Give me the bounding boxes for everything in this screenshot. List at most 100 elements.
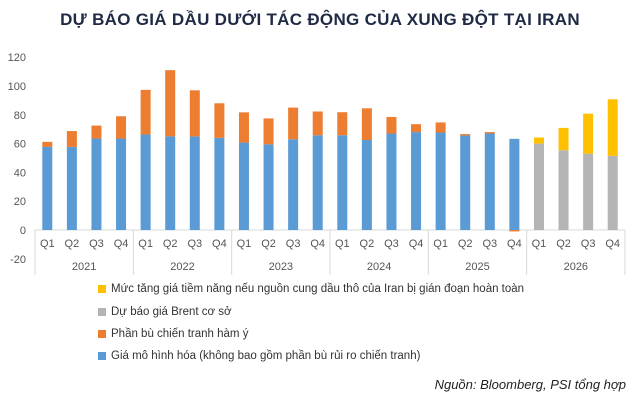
bar-segment-modeled-price — [411, 132, 422, 230]
bar-segment-war-premium — [214, 103, 225, 138]
bar-segment-war-premium — [361, 108, 372, 140]
x-tick-label: Q2 — [360, 238, 375, 250]
x-tick-label: Q3 — [89, 238, 104, 250]
bar-segment-potential-increase — [533, 137, 544, 144]
x-tick-label: Q2 — [458, 238, 473, 250]
bar-segment-war-premium — [460, 134, 471, 136]
bar-segment-modeled-price — [361, 140, 372, 230]
bar-segment-war-premium — [165, 70, 176, 137]
x-group-label: 2025 — [465, 261, 489, 273]
x-tick-label: Q1 — [433, 238, 448, 250]
legend-label: Giá mô hình hóa (không bao gồm phần bù r… — [111, 350, 421, 362]
bar-segment-modeled-price — [91, 138, 102, 230]
x-tick-label: Q1 — [335, 238, 350, 250]
bar-segment-war-premium — [484, 132, 495, 134]
x-group-label: 2026 — [564, 261, 588, 273]
bar-segment-modeled-price — [386, 133, 397, 230]
legend-item-brent-base: Dự báo giá Brent cơ sở — [98, 306, 232, 318]
bar-segment-potential-increase — [607, 99, 618, 156]
bar-segment-war-premium — [189, 90, 200, 137]
x-tick-label: Q1 — [532, 238, 547, 250]
bar-segment-modeled-price — [238, 142, 249, 230]
x-group-label: 2022 — [170, 261, 194, 273]
x-tick-label: Q4 — [605, 238, 620, 250]
bar-segment-modeled-price — [288, 139, 299, 230]
x-tick-label: Q2 — [65, 238, 80, 250]
legend-swatch — [98, 285, 106, 293]
bar-segment-war-premium — [435, 122, 446, 133]
source-note: Nguồn: Bloomberg, PSI tổng hợp — [434, 377, 626, 392]
y-tick-label: 100 — [8, 81, 26, 93]
bar-segment-modeled-price — [435, 132, 446, 230]
x-tick-label: Q2 — [261, 238, 276, 250]
bar-segment-modeled-price — [66, 146, 77, 230]
bar-segment-war-premium — [66, 131, 77, 147]
legend-swatch — [98, 352, 106, 360]
legend-label: Mức tăng giá tiềm năng nếu nguồn cung dầ… — [111, 283, 525, 295]
bar-segment-war-premium — [42, 141, 53, 147]
x-tick-label: Q1 — [138, 238, 153, 250]
bar-segment-modeled-price — [165, 136, 176, 230]
bar-segment-war-premium — [263, 118, 274, 145]
x-tick-label: Q4 — [114, 238, 129, 250]
bar-segment-modeled-price — [484, 133, 495, 230]
x-tick-label: Q4 — [409, 238, 424, 250]
bar-segment-war-premium — [288, 107, 299, 140]
x-tick-label: Q3 — [482, 238, 497, 250]
x-tick-label: Q1 — [237, 238, 252, 250]
bar-segment-war-premium — [116, 116, 127, 139]
legend-label: Phần bù chiến tranh hàm ý — [111, 328, 249, 340]
x-group-label: 2024 — [367, 261, 391, 273]
bar-segment-modeled-price — [337, 135, 348, 230]
bar-segment-brent-base — [533, 143, 544, 230]
x-tick-label: Q3 — [581, 238, 596, 250]
bar-segment-modeled-price — [140, 134, 151, 230]
legend-label: Dự báo giá Brent cơ sở — [111, 306, 232, 318]
x-tick-label: Q3 — [187, 238, 202, 250]
bar-segment-war-premium — [509, 230, 520, 232]
y-tick-label: 20 — [14, 196, 26, 208]
chart-title: DỰ BÁO GIÁ DẦU DƯỚI TÁC ĐỘNG CỦA XUNG ĐỘ… — [60, 10, 580, 29]
bar-segment-modeled-price — [189, 136, 200, 230]
bar-segment-modeled-price — [42, 146, 53, 230]
y-tick-label: 60 — [14, 139, 26, 151]
bar-segment-war-premium — [411, 124, 422, 133]
bar-segment-modeled-price — [460, 135, 471, 230]
legend-item-potential-increase: Mức tăng giá tiềm năng nếu nguồn cung dầ… — [98, 283, 524, 295]
bar-segment-modeled-price — [312, 135, 323, 230]
bar-segment-brent-base — [583, 153, 594, 230]
y-tick-label: -20 — [10, 254, 26, 266]
x-tick-label: Q4 — [212, 238, 227, 250]
legend-swatch — [98, 308, 106, 316]
bar-segment-brent-base — [558, 150, 569, 230]
bar-segment-brent-base — [607, 155, 618, 230]
legend-item-war-premium: Phần bù chiến tranh hàm ý — [98, 328, 248, 340]
bar-segment-modeled-price — [263, 144, 274, 230]
legend-swatch — [98, 330, 106, 338]
y-tick-label: 80 — [14, 110, 26, 122]
bar-segment-potential-increase — [558, 127, 569, 151]
bar-segment-modeled-price — [214, 137, 225, 230]
x-group-label: 2023 — [269, 261, 293, 273]
x-tick-label: Q1 — [40, 238, 55, 250]
bar-segment-modeled-price — [509, 138, 520, 230]
x-tick-label: Q4 — [310, 238, 325, 250]
x-group-label: 2021 — [72, 261, 96, 273]
x-tick-label: Q3 — [286, 238, 301, 250]
bar-segment-war-premium — [140, 89, 151, 135]
bar-segment-war-premium — [238, 112, 249, 143]
y-tick-label: 120 — [8, 52, 26, 64]
bar-segment-modeled-price — [116, 138, 127, 230]
x-tick-label: Q2 — [556, 238, 571, 250]
y-tick-label: 0 — [20, 225, 26, 237]
x-tick-label: Q2 — [163, 238, 178, 250]
bar-segment-war-premium — [386, 116, 397, 134]
x-tick-label: Q3 — [384, 238, 399, 250]
bar-segment-war-premium — [312, 111, 323, 136]
y-tick-label: 40 — [14, 167, 26, 179]
bar-segment-war-premium — [91, 125, 102, 139]
bar-segment-potential-increase — [583, 113, 594, 154]
x-tick-label: Q4 — [507, 238, 522, 250]
bar-segment-war-premium — [337, 112, 348, 136]
